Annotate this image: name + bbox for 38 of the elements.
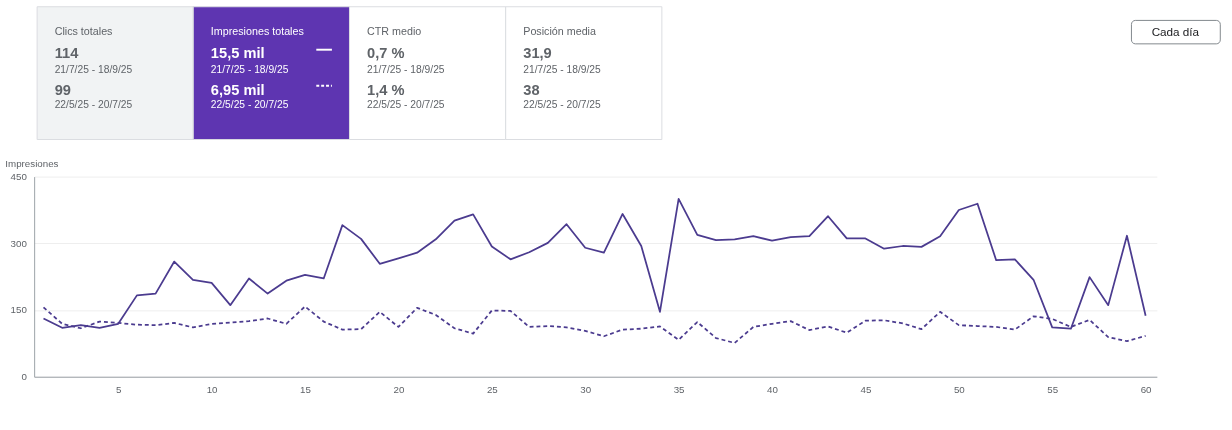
x-tick-label: 30 [580, 383, 592, 395]
text: 21/7/25 - 18/9/25 [523, 64, 602, 76]
x-tick-label: 50 [953, 383, 966, 395]
text: 21/7/25 - 18/9/25 [210, 64, 289, 76]
text: 31,9 [523, 45, 552, 62]
y-tick-label: 300 [10, 237, 28, 249]
text: 22/5/25 - 20/7/25 [210, 99, 289, 111]
text: 21/7/25 - 18/9/25 [367, 64, 445, 76]
text: Clics totales [54, 25, 113, 38]
x-tick-label: 60 [1140, 383, 1153, 395]
text: CTR medio [367, 25, 422, 38]
text: Posición media [523, 25, 596, 38]
x-tick-label: 40 [767, 383, 779, 395]
x-tick-label: 15 [300, 383, 312, 395]
text: 6,95 mil [210, 81, 265, 98]
y-tick-label: 450 [10, 171, 28, 183]
x-tick-label: 45 [860, 383, 872, 395]
text: 99 [54, 81, 71, 98]
x-tick-label: 5 [116, 383, 122, 395]
x-tick-label: 20 [393, 383, 405, 395]
text: 0,7 % [367, 45, 405, 62]
text: 22/5/25 - 20/7/25 [523, 99, 602, 111]
text: 22/5/25 - 20/7/25 [54, 99, 133, 111]
text: 114 [54, 45, 80, 62]
y-tick-label: 150 [10, 304, 28, 316]
text: 22/5/25 - 20/7/25 [367, 99, 445, 111]
y-axis-title: Impresiones [5, 158, 59, 170]
x-tick-label: 25 [486, 383, 499, 395]
x-tick-label: 55 [1047, 383, 1059, 395]
text: 15,5 mil [210, 45, 265, 62]
x-tick-label: 35 [673, 383, 686, 395]
text: Cada día [1151, 25, 1200, 39]
y-tick-label: 0 [21, 371, 28, 383]
text: Impresiones totales [210, 25, 304, 38]
text: 1,4 % [367, 81, 405, 98]
text: 38 [523, 81, 540, 98]
x-tick-label: 10 [206, 383, 219, 395]
text: 21/7/25 - 18/9/25 [54, 64, 133, 76]
